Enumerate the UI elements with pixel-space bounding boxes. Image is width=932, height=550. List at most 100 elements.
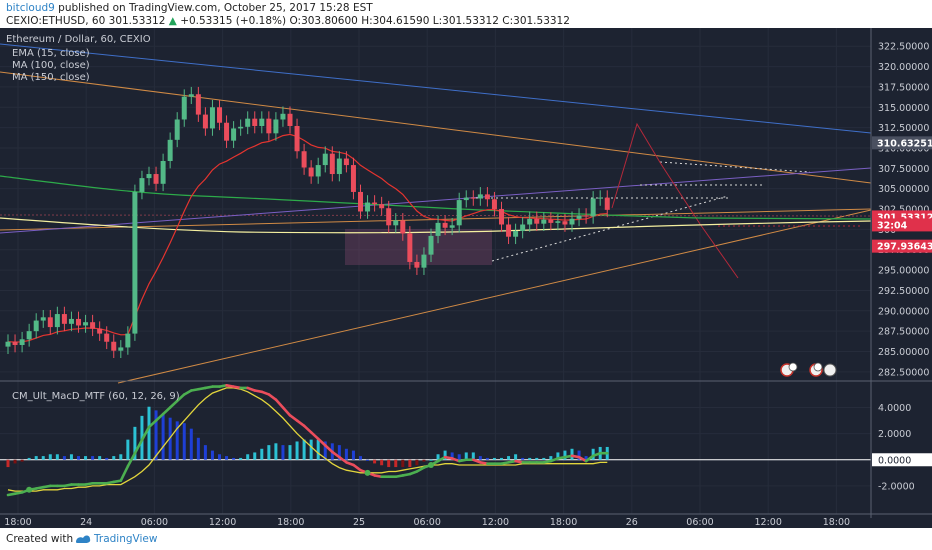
histogram-bar[interactable] — [570, 448, 574, 460]
candle[interactable] — [118, 340, 124, 359]
candle[interactable] — [217, 99, 222, 131]
candle[interactable] — [90, 314, 96, 337]
candle[interactable] — [365, 195, 371, 219]
candle[interactable] — [54, 306, 60, 335]
histogram-bar[interactable] — [478, 456, 482, 460]
candle[interactable] — [139, 170, 145, 200]
candle[interactable] — [604, 190, 610, 218]
histogram-bar[interactable] — [69, 454, 73, 460]
candle[interactable] — [97, 321, 103, 341]
triangle-lower-line[interactable] — [491, 195, 729, 262]
histogram-bar[interactable] — [351, 450, 355, 460]
orange-trendline-rising[interactable] — [117, 209, 872, 384]
candle[interactable] — [421, 247, 427, 275]
candle[interactable] — [379, 196, 385, 216]
candle[interactable] — [301, 143, 307, 175]
histogram-bar[interactable] — [218, 454, 221, 460]
histogram-bar[interactable] — [422, 459, 426, 462]
candle[interactable] — [372, 195, 378, 212]
histogram-bar[interactable] — [112, 456, 116, 460]
histogram-bar[interactable] — [443, 450, 447, 460]
candle[interactable] — [520, 217, 526, 239]
legend-ma150[interactable]: MA (150, close) — [12, 72, 90, 83]
histogram-bar[interactable] — [182, 423, 186, 460]
histogram-bar[interactable] — [521, 457, 525, 460]
candle[interactable] — [597, 190, 603, 206]
candle[interactable] — [562, 213, 568, 232]
histogram-bar[interactable] — [175, 421, 179, 460]
candle[interactable] — [273, 112, 279, 141]
histogram-bar[interactable] — [119, 454, 123, 460]
histogram-bar[interactable] — [239, 457, 243, 460]
candle[interactable] — [322, 146, 328, 173]
histogram-bar[interactable] — [253, 452, 257, 460]
candle[interactable] — [195, 86, 201, 122]
histogram-bar[interactable] — [591, 448, 595, 460]
histogram-bar[interactable] — [126, 439, 130, 460]
candle[interactable] — [315, 157, 321, 184]
candle[interactable] — [111, 334, 117, 359]
candle[interactable] — [456, 192, 462, 233]
candle[interactable] — [266, 111, 272, 141]
candle[interactable] — [470, 190, 476, 206]
candle[interactable] — [12, 334, 18, 353]
histogram-bar[interactable] — [584, 456, 588, 460]
candle[interactable] — [68, 311, 74, 332]
candle[interactable] — [541, 212, 547, 232]
candle[interactable] — [590, 191, 596, 224]
histogram-bar[interactable] — [302, 439, 306, 460]
candle[interactable] — [548, 212, 554, 231]
histogram-bar[interactable] — [563, 450, 567, 460]
candle[interactable] — [61, 306, 67, 332]
candle[interactable] — [280, 106, 286, 127]
orange-trendline-upper[interactable] — [0, 71, 872, 184]
author-link[interactable]: bitcloud9 — [6, 2, 55, 14]
candle[interactable] — [449, 217, 455, 236]
shaded-range-box[interactable] — [345, 229, 492, 265]
candle[interactable] — [26, 323, 32, 347]
histogram-bar[interactable] — [84, 456, 88, 460]
projection-path[interactable] — [611, 122, 739, 279]
histogram-bar[interactable] — [6, 459, 10, 468]
histogram-bar[interactable] — [98, 456, 102, 460]
histogram-bar[interactable] — [13, 459, 17, 464]
candle[interactable] — [477, 187, 483, 206]
histogram-bar[interactable] — [387, 459, 391, 468]
candle[interactable] — [294, 118, 300, 159]
candle[interactable] — [527, 211, 533, 232]
macd-line[interactable] — [6, 384, 609, 497]
candle[interactable] — [40, 309, 46, 328]
histogram-bar[interactable] — [161, 414, 165, 460]
histogram-bar[interactable] — [450, 452, 454, 460]
candle[interactable] — [576, 208, 582, 227]
histogram-bar[interactable] — [373, 459, 377, 464]
ema-15-line[interactable] — [7, 133, 608, 343]
histogram-bar[interactable] — [274, 443, 278, 460]
candle[interactable] — [238, 119, 244, 136]
legend-ema[interactable]: EMA (15, close) — [12, 48, 90, 59]
candle[interactable] — [308, 160, 314, 184]
candle[interactable] — [484, 187, 490, 207]
histogram-bar[interactable] — [366, 459, 370, 461]
candle[interactable] — [435, 215, 441, 244]
candle[interactable] — [287, 106, 293, 134]
candle[interactable] — [499, 201, 504, 232]
histogram-bar[interactable] — [154, 410, 158, 460]
histogram-bar[interactable] — [344, 448, 348, 460]
histogram-bar[interactable] — [429, 459, 433, 461]
chart-area[interactable]: 322.50000 320.00000 317.50000 315.00000 312.… — [0, 28, 932, 528]
candle[interactable] — [555, 213, 561, 231]
blue-trendline[interactable] — [0, 43, 872, 134]
flag-icon[interactable] — [813, 362, 823, 372]
histogram-bar[interactable] — [507, 456, 511, 460]
histogram-bar[interactable] — [408, 459, 412, 468]
histogram-bar[interactable] — [20, 459, 24, 462]
candle[interactable] — [358, 184, 363, 219]
purple-trendline[interactable] — [0, 167, 872, 234]
histogram-bar[interactable] — [316, 439, 320, 460]
histogram-bar[interactable] — [394, 459, 398, 468]
histogram-bar[interactable] — [380, 459, 384, 466]
histogram-bar[interactable] — [464, 452, 468, 460]
histogram-bar[interactable] — [436, 454, 440, 460]
histogram-bar[interactable] — [359, 456, 362, 460]
